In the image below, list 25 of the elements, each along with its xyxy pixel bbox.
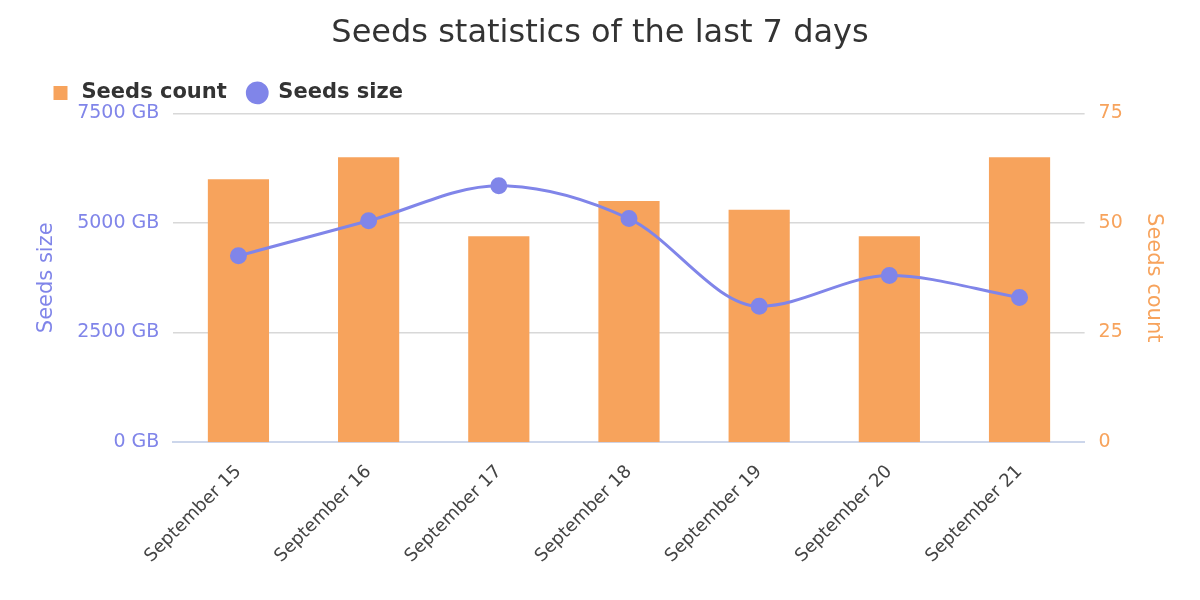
bar <box>988 157 1051 443</box>
y-axis-title: Seeds size <box>33 222 58 334</box>
bar <box>728 209 790 443</box>
bar <box>598 201 660 443</box>
point <box>1011 288 1029 306</box>
y-tick-label: 0 GB <box>113 429 160 452</box>
point <box>880 267 898 285</box>
y-tick-label: 5000 GB <box>77 209 160 232</box>
y-tick-label: 2500 GB <box>77 319 160 342</box>
y2-tick-label: 75 <box>1098 100 1123 123</box>
point <box>229 247 247 265</box>
y2-tick-label: 25 <box>1098 319 1123 342</box>
point <box>490 177 508 195</box>
legend-label: Seeds size <box>278 79 403 104</box>
bar <box>468 236 530 443</box>
chart-title: Seeds statistics of the last 7 days <box>331 11 869 50</box>
point <box>360 212 378 230</box>
point <box>620 210 638 228</box>
bar <box>338 157 400 443</box>
y2-axis-title: Seeds count <box>1142 213 1167 343</box>
bar <box>207 179 270 443</box>
point <box>750 297 768 315</box>
bar <box>858 236 920 443</box>
y2-tick-label: 0 <box>1098 429 1111 452</box>
y2-tick-label: 50 <box>1098 209 1123 232</box>
